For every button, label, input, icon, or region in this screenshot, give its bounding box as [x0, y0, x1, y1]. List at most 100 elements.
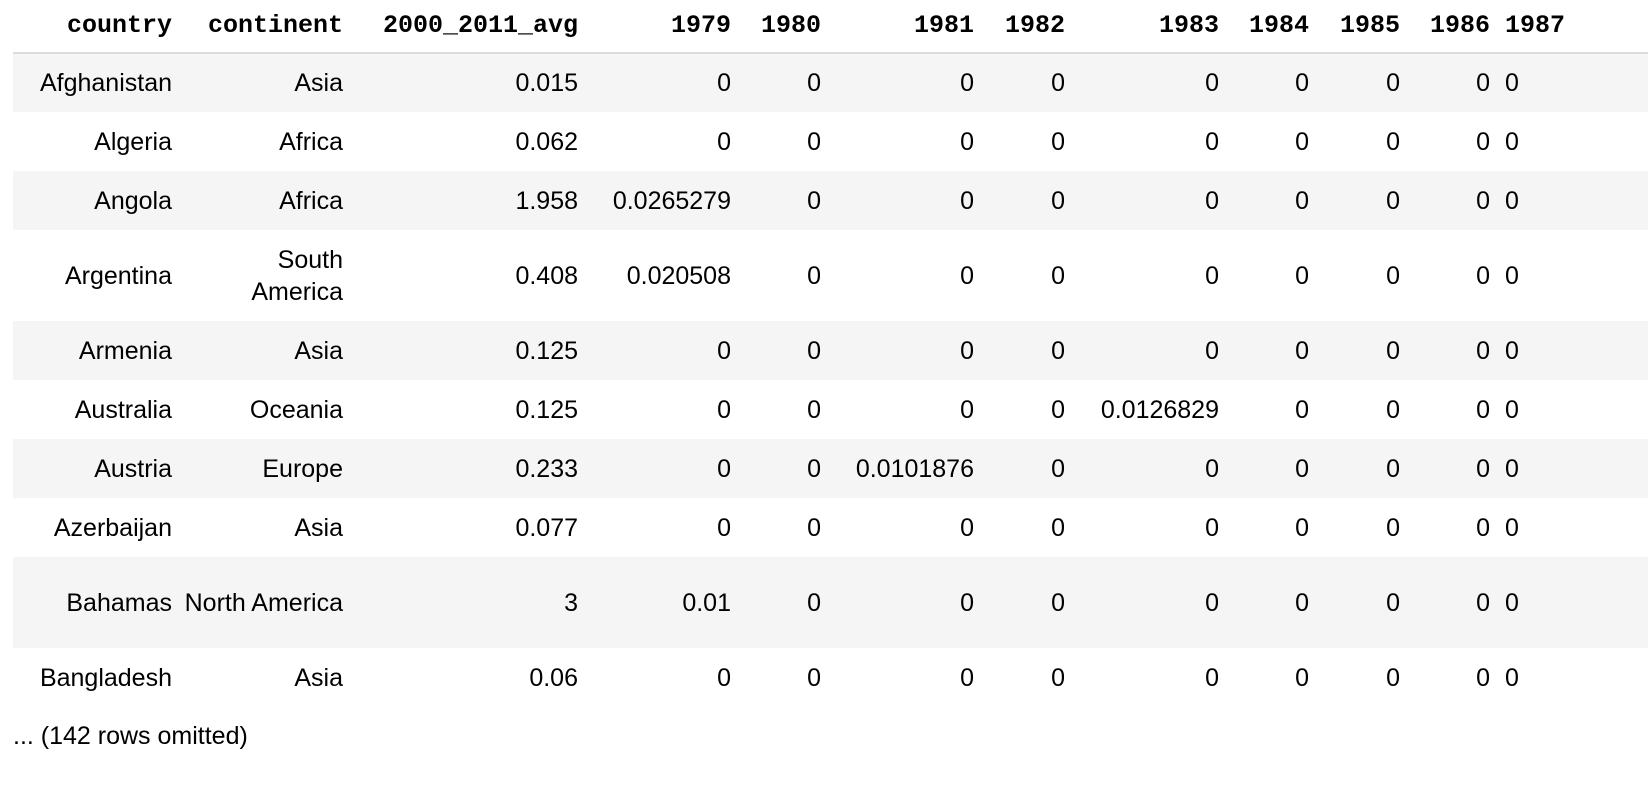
table-cell-continent: Oceania: [181, 380, 352, 439]
table-cell-continent: Europe: [181, 439, 352, 498]
table-cell-year-value: 0: [983, 112, 1074, 171]
table-cell-year-value: 0: [830, 557, 983, 648]
column-header: 1981: [830, 0, 983, 54]
table-cell-continent: South America: [181, 230, 352, 321]
table-cell-year-value: 0: [830, 648, 983, 707]
table-cell-avg: 0.233: [352, 439, 587, 498]
table-header-row: country continent 2000_2011_avg 1979 198…: [13, 0, 1648, 54]
column-header: country: [13, 0, 181, 54]
table-cell-avg: 0.015: [352, 53, 587, 112]
table-cell-year-value: 0: [983, 498, 1074, 557]
table-cell-avg: 1.958: [352, 171, 587, 230]
table-row: Azerbaijan Asia 0.077 0 0 0 0 0 0 0 0 0: [13, 498, 1648, 557]
table-body: Afghanistan Asia 0.015 0 0 0 0 0 0 0 0 0 Algeria Afri…: [13, 53, 1648, 707]
table-cell-avg: 0.408: [352, 230, 587, 321]
table-cell-year-value: 0: [740, 439, 830, 498]
table-cell-year-value: 0: [1228, 557, 1318, 648]
table-cell-year-value: 0: [1499, 171, 1648, 230]
table-cell-year-value: 0: [830, 321, 983, 380]
table-cell-year-value: 0: [1409, 321, 1499, 380]
table-cell-year-value: 0: [983, 53, 1074, 112]
table-cell-year-value: 0: [1499, 112, 1648, 171]
column-header: 1983: [1074, 0, 1228, 54]
table-cell-year-value: 0: [1074, 112, 1228, 171]
table-cell-year-value: 0: [1074, 439, 1228, 498]
table-cell-continent: North America: [181, 557, 352, 648]
column-header: 1982: [983, 0, 1074, 54]
table-cell-year-value: 0: [830, 498, 983, 557]
table-cell-year-value: 0: [1499, 498, 1648, 557]
table-cell-year-value: 0: [983, 557, 1074, 648]
table-row: Afghanistan Asia 0.015 0 0 0 0 0 0 0 0 0: [13, 53, 1648, 112]
table-cell-year-value: 0: [1499, 53, 1648, 112]
table-cell-year-value: 0: [740, 53, 830, 112]
table-cell-year-value: 0.0265279: [587, 171, 740, 230]
table-cell-year-value: 0.020508: [587, 230, 740, 321]
table-cell-year-value: 0: [1228, 648, 1318, 707]
table-cell-year-value: 0: [983, 230, 1074, 321]
table-cell-year-value: 0: [1499, 230, 1648, 321]
table-cell-year-value: 0: [587, 380, 740, 439]
table-cell-country: Armenia: [13, 321, 181, 380]
column-header: 1987: [1499, 0, 1648, 54]
table-cell-avg: 0.077: [352, 498, 587, 557]
table-cell-year-value: 0.0126829: [1074, 380, 1228, 439]
table-cell-year-value: 0: [740, 380, 830, 439]
table-cell-year-value: 0: [587, 498, 740, 557]
rows-omitted-note: ... (142 rows omitted): [13, 722, 248, 750]
table-cell-year-value: 0: [1409, 648, 1499, 707]
table-cell-year-value: 0: [1499, 439, 1648, 498]
table-cell-year-value: 0.01: [587, 557, 740, 648]
table-cell-year-value: 0: [1228, 439, 1318, 498]
table-cell-year-value: 0: [983, 648, 1074, 707]
table-cell-year-value: 0: [1499, 648, 1648, 707]
table-cell-year-value: 0.0101876: [830, 439, 983, 498]
table-cell-year-value: 0: [1318, 230, 1409, 321]
table-cell-country: Azerbaijan: [13, 498, 181, 557]
table-cell-year-value: 0: [1318, 380, 1409, 439]
table-row: Austria Europe 0.233 0 0 0.0101876 0 0 0 0 0 0: [13, 439, 1648, 498]
column-header: 1979: [587, 0, 740, 54]
table-cell-year-value: 0: [740, 557, 830, 648]
table-cell-country: Bangladesh: [13, 648, 181, 707]
table-cell-year-value: 0: [1228, 112, 1318, 171]
table-cell-year-value: 0: [1318, 171, 1409, 230]
column-header: 1985: [1318, 0, 1409, 54]
table-row: Bangladesh Asia 0.06 0 0 0 0 0 0 0 0 0: [13, 648, 1648, 707]
table-cell-year-value: 0: [1228, 321, 1318, 380]
table-cell-year-value: 0: [1318, 648, 1409, 707]
table-cell-continent: Asia: [181, 648, 352, 707]
table-cell-year-value: 0: [830, 112, 983, 171]
table-cell-year-value: 0: [983, 380, 1074, 439]
table-cell-year-value: 0: [1074, 53, 1228, 112]
table-cell-continent: Asia: [181, 53, 352, 112]
table-cell-year-value: 0: [1074, 557, 1228, 648]
table-cell-year-value: 0: [1318, 557, 1409, 648]
table-cell-avg: 0.125: [352, 321, 587, 380]
column-header: 1980: [740, 0, 830, 54]
table-cell-year-value: 0: [740, 648, 830, 707]
table-cell-year-value: 0: [1409, 112, 1499, 171]
table-cell-country: Australia: [13, 380, 181, 439]
table-row: Argentina South America 0.408 0.020508 0 0 0 0 0…: [13, 230, 1648, 321]
table-cell-year-value: 0: [1074, 321, 1228, 380]
column-header: 1984: [1228, 0, 1318, 54]
table-cell-avg: 0.125: [352, 380, 587, 439]
table-cell-year-value: 0: [1499, 321, 1648, 380]
table-cell-year-value: 0: [587, 321, 740, 380]
table-cell-year-value: 0: [1228, 498, 1318, 557]
table-cell-year-value: 0: [587, 112, 740, 171]
table-cell-year-value: 0: [1318, 498, 1409, 557]
table-row: Armenia Asia 0.125 0 0 0 0 0 0 0 0 0: [13, 321, 1648, 380]
table-cell-year-value: 0: [830, 380, 983, 439]
table-cell-year-value: 0: [1228, 53, 1318, 112]
table-row: Bahamas North America 3 0.01 0 0 0 0 0 0 0 0: [13, 557, 1648, 648]
table-cell-year-value: 0: [740, 171, 830, 230]
table-cell-year-value: 0: [983, 439, 1074, 498]
table-cell-year-value: 0: [740, 112, 830, 171]
table-cell-avg: 0.062: [352, 112, 587, 171]
table-cell-country: Algeria: [13, 112, 181, 171]
table-row: Algeria Africa 0.062 0 0 0 0 0 0 0 0 0: [13, 112, 1648, 171]
table-cell-year-value: 0: [587, 53, 740, 112]
table-cell-year-value: 0: [983, 321, 1074, 380]
